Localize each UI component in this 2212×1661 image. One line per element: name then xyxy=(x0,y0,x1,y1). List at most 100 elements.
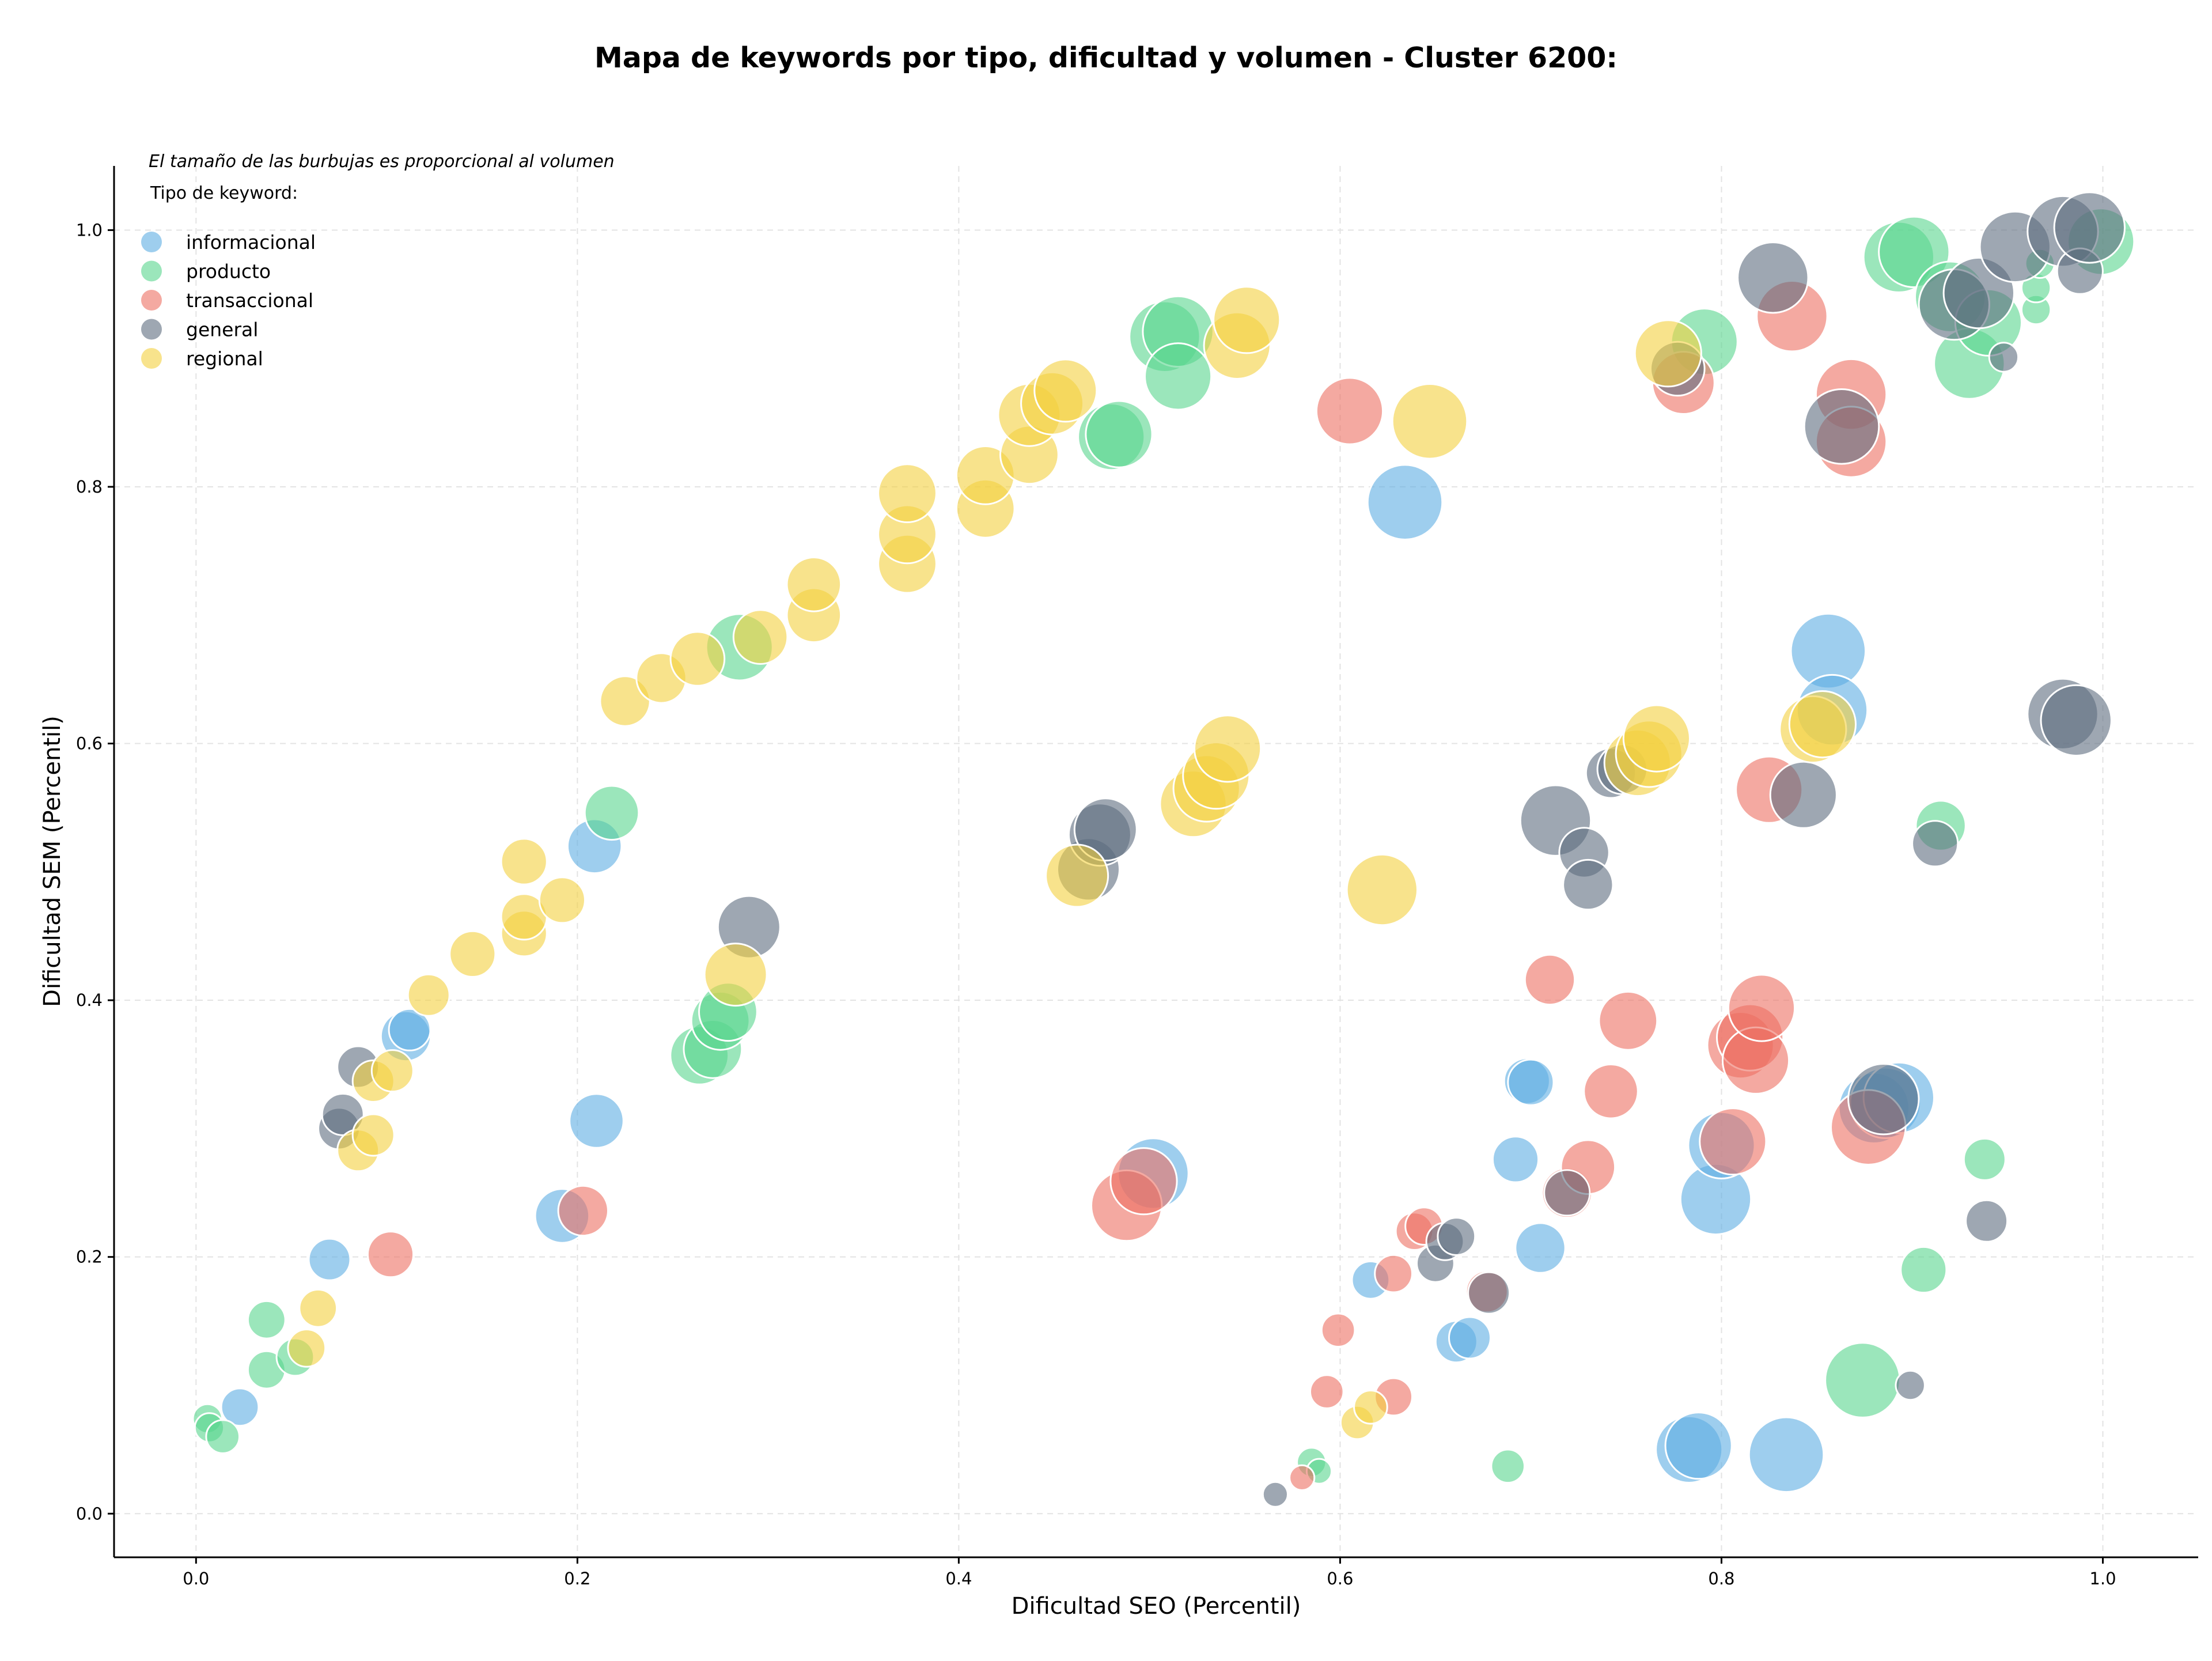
legend-label-informacional: informacional xyxy=(186,231,316,253)
bubble-general[interactable] xyxy=(1911,820,1959,868)
bubble-transaccional[interactable] xyxy=(1598,990,1658,1051)
bubble-transaccional[interactable] xyxy=(1583,1064,1639,1119)
legend-marker-general xyxy=(141,319,162,340)
y-tick-label: 0.8 xyxy=(76,477,103,497)
bubble-informacional[interactable] xyxy=(569,1093,624,1149)
bubble-informacional[interactable] xyxy=(1507,1058,1555,1106)
bubble-transaccional[interactable] xyxy=(1309,1374,1344,1409)
bubble-regional[interactable] xyxy=(1622,704,1691,773)
x-tick-label: 1.0 xyxy=(2089,1569,2116,1588)
bubble-regional[interactable] xyxy=(703,943,768,1007)
y-tick-label: 0.6 xyxy=(76,734,103,754)
bubble-transaccional[interactable] xyxy=(1374,1254,1414,1293)
bubble-regional[interactable] xyxy=(1353,1390,1388,1425)
bubble-producto[interactable] xyxy=(1824,1342,1901,1418)
bubble-regional[interactable] xyxy=(1213,286,1281,354)
series-informacional xyxy=(220,464,1936,1493)
x-tick-label: 0.8 xyxy=(1708,1569,1734,1588)
bubble-producto[interactable] xyxy=(1490,1448,1525,1484)
bubble-informacional[interactable] xyxy=(1448,1316,1491,1360)
axes xyxy=(113,166,2198,1558)
legend-marker-regional xyxy=(141,348,162,369)
legend-label-transaccional: transaccional xyxy=(186,289,313,312)
bubble-transaccional[interactable] xyxy=(1289,1464,1316,1491)
bubble-general[interactable] xyxy=(1073,797,1138,862)
bubble-regional[interactable] xyxy=(1045,843,1109,908)
bubble-regional[interactable] xyxy=(732,609,789,665)
bubble-transaccional[interactable] xyxy=(1699,1107,1767,1176)
bubble-informacional[interactable] xyxy=(1366,464,1444,541)
y-axis-label: Dificultad SEM (Percentil) xyxy=(39,716,66,1007)
x-tick-label: 0.0 xyxy=(183,1569,209,1588)
bubble-general[interactable] xyxy=(1562,858,1614,911)
bubble-regional[interactable] xyxy=(786,557,842,612)
bubble-transaccional[interactable] xyxy=(1524,954,1576,1006)
bubble-regional[interactable] xyxy=(538,876,586,924)
bubble-producto[interactable] xyxy=(1144,342,1213,411)
bubble-general[interactable] xyxy=(2040,684,2112,757)
bubble-regional[interactable] xyxy=(500,838,548,886)
bubble-general[interactable] xyxy=(1737,241,1809,314)
legend-label-regional: regional xyxy=(186,347,263,370)
bubble-regional[interactable] xyxy=(877,463,937,523)
bubble-transaccional[interactable] xyxy=(1315,377,1384,445)
bubble-general[interactable] xyxy=(1467,1271,1511,1315)
bubble-regional[interactable] xyxy=(1391,383,1468,460)
bubble-general[interactable] xyxy=(1769,760,1838,829)
bubble-general[interactable] xyxy=(1437,1217,1476,1256)
legend-marker-transaccional xyxy=(141,290,162,311)
series-regional xyxy=(287,286,1857,1440)
bubble-layer xyxy=(192,191,2135,1508)
bubble-regional[interactable] xyxy=(1194,714,1262,783)
legend-marker-informacional xyxy=(141,232,162,252)
bubble-producto[interactable] xyxy=(1963,1137,2006,1181)
bubble-informacional[interactable] xyxy=(388,1008,431,1051)
y-tick-label: 0.4 xyxy=(76,990,103,1010)
bubble-regional[interactable] xyxy=(1346,853,1419,926)
bubble-transaccional[interactable] xyxy=(366,1231,415,1278)
x-tick-label: 0.6 xyxy=(1327,1569,1353,1588)
bubble-general[interactable] xyxy=(1988,342,2020,373)
bubble-regional[interactable] xyxy=(298,1288,338,1328)
bubble-regional[interactable] xyxy=(370,1049,414,1093)
bubble-informacional[interactable] xyxy=(1514,1222,1566,1274)
bubble-regional[interactable] xyxy=(1634,319,1702,388)
legend: informacional producto transaccional genera… xyxy=(141,231,316,370)
bubble-transaccional[interactable] xyxy=(1320,1312,1356,1348)
bubble-regional[interactable] xyxy=(1788,690,1857,759)
bubble-transaccional[interactable] xyxy=(1727,974,1796,1042)
bubble-informacional[interactable] xyxy=(308,1238,351,1281)
x-tick-label: 0.4 xyxy=(945,1569,972,1588)
bubble-transaccional[interactable] xyxy=(557,1185,609,1237)
legend-label-producto: producto xyxy=(186,260,271,283)
bubble-transaccional[interactable] xyxy=(1109,1147,1178,1216)
bubble-general[interactable] xyxy=(1262,1481,1289,1508)
bubble-general[interactable] xyxy=(1895,1369,1926,1401)
y-tick-label: 1.0 xyxy=(76,220,103,240)
bubble-regional[interactable] xyxy=(1033,358,1098,423)
x-ticks: 0.0 0.2 0.4 0.6 0.8 1.0 xyxy=(183,1557,2116,1588)
bubble-general[interactable] xyxy=(1847,1063,1920,1136)
bubble-producto[interactable] xyxy=(1900,1246,1948,1294)
bubble-informacional[interactable] xyxy=(1748,1416,1825,1493)
bubble-general[interactable] xyxy=(1965,1199,2009,1243)
bubble-producto[interactable] xyxy=(1085,400,1153,468)
bubble-regional[interactable] xyxy=(407,973,450,1017)
bubble-producto[interactable] xyxy=(205,1419,241,1454)
bubble-informacional[interactable] xyxy=(1664,1412,1733,1480)
bubble-regional[interactable] xyxy=(351,1113,395,1157)
bubble-producto[interactable] xyxy=(247,1300,286,1340)
bubble-producto[interactable] xyxy=(584,785,640,841)
legend-label-general: general xyxy=(186,319,258,341)
y-tick-label: 0.2 xyxy=(76,1247,103,1267)
y-ticks: 0.0 0.2 0.4 0.6 0.8 1.0 xyxy=(76,220,114,1523)
bubble-regional[interactable] xyxy=(669,631,726,687)
bubble-informacional[interactable] xyxy=(220,1387,260,1427)
bubble-general[interactable] xyxy=(1543,1169,1591,1217)
bubble-regional[interactable] xyxy=(287,1329,327,1368)
bubble-informacional[interactable] xyxy=(1491,1136,1540,1183)
bubble-general[interactable] xyxy=(1803,388,1880,465)
legend-title: Tipo de keyword: xyxy=(150,183,298,203)
bubble-regional[interactable] xyxy=(449,930,497,978)
bubble-general[interactable] xyxy=(2053,191,2126,264)
